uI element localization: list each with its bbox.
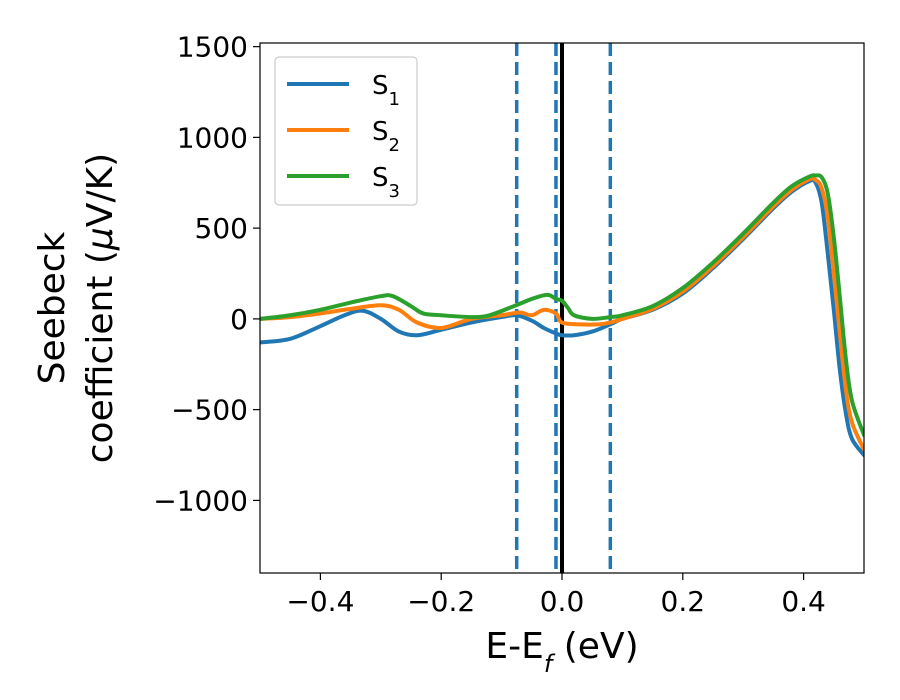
y-axis-title: Seebeck coefficient (μV/K) xyxy=(32,153,121,463)
y-tick-label: −1000 xyxy=(153,484,248,517)
legend-label-s2: S2 xyxy=(372,117,400,156)
y-axis-title-line2: coefficient (μV/K) xyxy=(80,153,121,463)
x-tick-label: −0.4 xyxy=(286,585,354,618)
x-tick-label: 0.2 xyxy=(661,585,706,618)
y-axis-ticks: −1000 −500 0 500 1000 1500 xyxy=(153,31,260,517)
y-tick-label: 0 xyxy=(230,303,248,336)
y-axis-title-unit: V/K) xyxy=(80,153,121,227)
series-line-s3 xyxy=(260,173,864,438)
legend-label-s3: S3 xyxy=(372,163,400,202)
x-tick-label: 0.4 xyxy=(781,585,826,618)
y-axis-title-mu: μ xyxy=(80,227,121,251)
legend-label-s1: S1 xyxy=(372,71,400,110)
y-tick-label: −500 xyxy=(171,394,248,427)
x-axis-ticks: −0.4 −0.2 0.0 0.2 0.4 xyxy=(286,573,826,618)
x-axis-title-main: E-E xyxy=(485,626,543,667)
y-tick-label: 1000 xyxy=(177,121,248,154)
legend: S1 S2 S3 xyxy=(274,56,418,206)
x-tick-label: −0.2 xyxy=(407,585,475,618)
series-lines xyxy=(260,173,864,458)
x-tick-label: 0.0 xyxy=(540,585,585,618)
x-axis-title: E-Ef (eV) xyxy=(485,626,638,678)
y-axis-title-line1: Seebeck xyxy=(32,231,73,384)
x-axis-title-unit: (eV) xyxy=(552,626,638,667)
y-axis-title-text: coefficient ( xyxy=(80,250,121,463)
series-line-s2 xyxy=(260,176,864,452)
reference-lines xyxy=(514,43,613,573)
y-tick-label: 1500 xyxy=(177,31,248,64)
y-tick-label: 500 xyxy=(195,212,248,245)
series-line-s1 xyxy=(260,177,864,458)
